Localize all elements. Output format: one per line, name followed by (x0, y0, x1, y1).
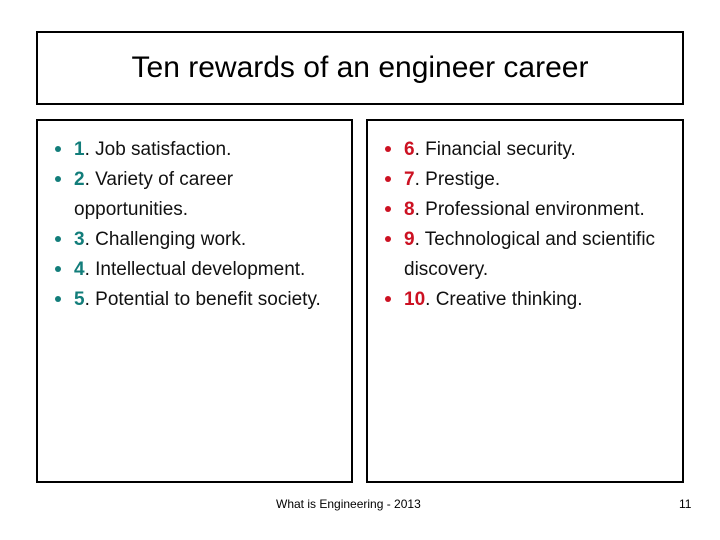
bullet-dot-icon (385, 236, 391, 242)
item-number: 10 (404, 289, 426, 310)
bullet-dot-icon (385, 146, 391, 152)
item-text: Job satisfaction. (95, 139, 232, 160)
right-content-box: 6. Financial security. 7. Prestige. 8. P… (366, 119, 684, 483)
item-text: Challenging work. (95, 229, 247, 250)
item-text: Technological and scientific discovery. (404, 229, 656, 280)
page-title: Ten rewards of an engineer career (131, 51, 589, 84)
list-item: 10. Creative thinking. (378, 285, 676, 315)
list-item: 8. Professional environment. (378, 195, 676, 225)
bullet-dot-icon (385, 206, 391, 212)
item-number: 4 (74, 259, 85, 280)
list-item: 7. Prestige. (378, 165, 676, 195)
item-number: 8 (404, 199, 415, 220)
item-text: Creative thinking. (435, 289, 583, 310)
item-text: Professional environment. (425, 199, 645, 220)
item-number: 1 (74, 139, 85, 160)
list-item: 3. Challenging work. (48, 225, 345, 255)
list-item: 5. Potential to benefit society. (48, 285, 345, 315)
list-item: 1. Job satisfaction. (48, 135, 345, 165)
item-number: 9 (404, 229, 415, 250)
item-text: Prestige. (425, 169, 501, 190)
left-bullet-list: 1. Job satisfaction. 2. Variety of caree… (38, 121, 351, 315)
item-number: 3 (74, 229, 85, 250)
bullet-dot-icon (55, 266, 61, 272)
item-separator: . (84, 289, 96, 310)
bullet-dot-icon (55, 146, 61, 152)
footer-note: What is Engineering - 2013 (276, 497, 421, 511)
bullet-dot-icon (55, 236, 61, 242)
item-separator: . (84, 259, 96, 280)
left-content-box: 1. Job satisfaction. 2. Variety of caree… (36, 119, 353, 483)
list-item: 9. Technological and scientific discover… (378, 225, 676, 285)
item-number: 5 (74, 289, 85, 310)
item-number: 6 (404, 139, 415, 160)
item-separator: . (425, 289, 436, 310)
bullet-dot-icon (55, 296, 61, 302)
item-separator: . (414, 229, 425, 250)
item-text: Variety of career opportunities. (74, 169, 234, 220)
footer-page-number: 11 (679, 497, 692, 511)
list-item: 6. Financial security. (378, 135, 676, 165)
list-item: 4. Intellectual development. (48, 255, 345, 285)
item-separator: . (84, 139, 96, 160)
item-text: Potential to benefit society. (95, 289, 321, 310)
item-separator: . (414, 199, 426, 220)
item-text: Financial security. (425, 139, 576, 160)
right-bullet-list: 6. Financial security. 7. Prestige. 8. P… (368, 121, 682, 315)
item-number: 7 (404, 169, 415, 190)
bullet-dot-icon (55, 176, 61, 182)
item-text: Intellectual development. (95, 259, 306, 280)
bullet-dot-icon (385, 176, 391, 182)
item-separator: . (414, 169, 426, 190)
bullet-dot-icon (385, 296, 391, 302)
title-box: Ten rewards of an engineer career (36, 31, 684, 105)
item-separator: . (84, 169, 96, 190)
item-separator: . (84, 229, 96, 250)
item-number: 2 (74, 169, 85, 190)
list-item: 2. Variety of career opportunities. (48, 165, 345, 225)
item-separator: . (414, 139, 426, 160)
